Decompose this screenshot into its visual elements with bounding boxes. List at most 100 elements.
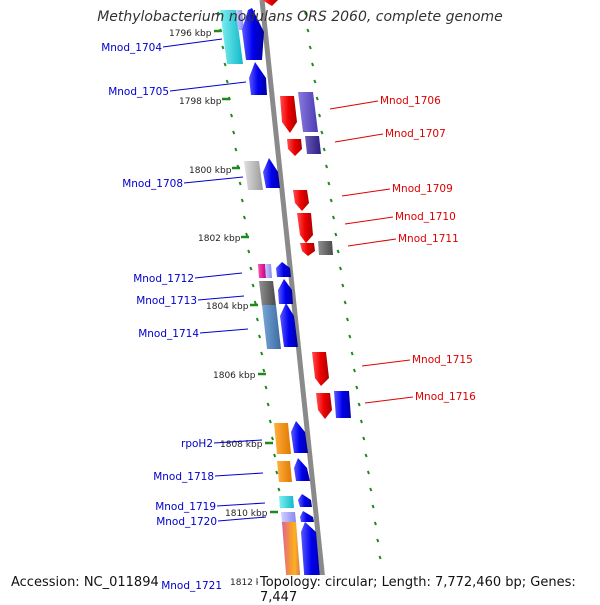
track-tick bbox=[336, 249, 340, 254]
track-tick bbox=[345, 317, 350, 322]
track-tick bbox=[240, 198, 244, 203]
label-leader-line bbox=[214, 472, 264, 477]
label-leader-line bbox=[217, 516, 267, 522]
gene-arrow-blue bbox=[294, 458, 310, 481]
ruler-label: 1798 kbp bbox=[179, 97, 222, 107]
ruler-label: 1802 kbp bbox=[198, 234, 241, 244]
label-leader-line bbox=[216, 502, 266, 507]
label-leader-line bbox=[169, 81, 247, 92]
gene-arrow-blue bbox=[278, 279, 293, 304]
track-tick bbox=[318, 113, 322, 118]
gene-block-blue bbox=[334, 391, 351, 418]
track-tick bbox=[247, 249, 251, 254]
track-tick bbox=[334, 232, 338, 237]
track-tick bbox=[242, 215, 246, 220]
label-leader-line bbox=[334, 133, 384, 143]
label-leader-line bbox=[329, 100, 379, 110]
gene-arrow-red bbox=[297, 213, 313, 243]
gene-arrow-red bbox=[262, 0, 278, 6]
track-tick bbox=[313, 79, 317, 84]
track-tick bbox=[273, 453, 277, 458]
track-tick bbox=[217, 11, 221, 16]
track-tick bbox=[255, 317, 259, 322]
gene-label-mnod-1706[interactable]: Mnod_1706 bbox=[380, 95, 441, 107]
label-leader-line bbox=[364, 396, 414, 404]
gene-block-darkgray bbox=[318, 241, 333, 255]
gene-label-mnod-1707[interactable]: Mnod_1707 bbox=[385, 128, 446, 140]
gene-label-mnod-1708[interactable]: Mnod_1708 bbox=[122, 178, 183, 190]
gene-arrow-blue bbox=[298, 494, 312, 507]
gene-block-cyan bbox=[279, 496, 294, 508]
gene-label-mnod-1712[interactable]: Mnod_1712 bbox=[133, 273, 194, 285]
track-tick bbox=[232, 130, 236, 135]
gene-label-mnod-1718[interactable]: Mnod_1718 bbox=[153, 471, 214, 483]
ruler-label: 1806 kbp bbox=[213, 371, 256, 381]
gene-arrow-red bbox=[287, 139, 302, 156]
gene-block-purple bbox=[298, 92, 318, 132]
gene-arrow-blue bbox=[242, 8, 264, 60]
gene-label-mnod-1720[interactable]: Mnod_1720 bbox=[156, 516, 217, 528]
gene-block-cyan bbox=[220, 10, 243, 64]
gene-block-darkgray bbox=[259, 281, 276, 306]
gene-arrow-blue bbox=[280, 303, 298, 347]
gene-label-mnod-1711[interactable]: Mnod_1711 bbox=[398, 233, 459, 245]
track-tick bbox=[320, 130, 324, 135]
genome-backbone bbox=[259, 0, 328, 600]
genome-summary-text: Topology: circular; Length: 7,772,460 bp… bbox=[258, 575, 600, 605]
track-tick bbox=[264, 385, 268, 390]
label-leader-line bbox=[194, 272, 243, 279]
track-tick bbox=[373, 521, 377, 526]
track-tick bbox=[364, 453, 368, 458]
track-tick bbox=[369, 487, 373, 492]
tick-track-right bbox=[304, 11, 382, 560]
gene-label-mnod-1715[interactable]: Mnod_1715 bbox=[412, 354, 473, 366]
track-tick bbox=[270, 436, 275, 441]
gene-label-mnod-1713[interactable]: Mnod_1713 bbox=[136, 295, 197, 307]
gene-arrow-blue bbox=[249, 62, 267, 95]
track-tick bbox=[277, 487, 281, 492]
gene-block-lavender bbox=[236, 10, 244, 30]
track-tick bbox=[315, 96, 319, 101]
gene-arrow-red bbox=[312, 352, 329, 386]
map-title: Methylobacterium nodulans ORS 2060, comp… bbox=[97, 9, 503, 25]
track-tick bbox=[251, 283, 255, 288]
track-tick bbox=[245, 232, 249, 237]
gene-arrow-blue bbox=[291, 421, 308, 453]
gene-arrow-red bbox=[300, 243, 315, 256]
left-gene-labels: Mnod_1704 Mnod_1705 Mnod_1708 Mnod_1712 … bbox=[101, 38, 267, 592]
gene-label-mnod-1719[interactable]: Mnod_1719 bbox=[155, 501, 216, 513]
right-gene-blocks bbox=[262, 0, 351, 419]
ruler-label: 1810 kbp bbox=[225, 509, 268, 519]
gene-label-mnod-1704[interactable]: Mnod_1704 bbox=[101, 42, 162, 54]
label-leader-line bbox=[199, 328, 249, 334]
label-leader-line bbox=[341, 188, 391, 197]
track-tick bbox=[376, 538, 380, 543]
gene-block-orange bbox=[274, 423, 291, 454]
ruler-label: 1800 kbp bbox=[189, 166, 232, 176]
label-leader-line bbox=[162, 38, 223, 48]
track-tick bbox=[249, 266, 253, 271]
track-tick bbox=[355, 385, 359, 390]
gene-label-mnod-1709[interactable]: Mnod_1709 bbox=[392, 183, 453, 195]
ruler-label: 1804 kbp bbox=[206, 302, 249, 312]
track-tick bbox=[221, 45, 225, 50]
track-tick bbox=[253, 300, 257, 305]
gene-arrow-blue bbox=[276, 262, 291, 277]
gene-block-orange bbox=[277, 461, 292, 482]
track-tick bbox=[366, 470, 370, 475]
gene-label-mnod-1705[interactable]: Mnod_1705 bbox=[108, 86, 169, 98]
gene-label-mnod-1716[interactable]: Mnod_1716 bbox=[415, 391, 476, 403]
track-tick bbox=[371, 504, 375, 509]
label-leader-line bbox=[183, 176, 244, 184]
gene-arrow-blue bbox=[300, 511, 314, 522]
track-tick bbox=[234, 147, 238, 152]
gene-block-magenta bbox=[258, 264, 266, 278]
gene-label-mnod-1710[interactable]: Mnod_1710 bbox=[395, 211, 456, 223]
ruler-label: 1796 kbp bbox=[169, 29, 212, 39]
track-tick bbox=[331, 215, 336, 220]
gene-label-mnod-1714[interactable]: Mnod_1714 bbox=[138, 328, 199, 340]
track-tick bbox=[338, 266, 343, 271]
gene-label-rpoh2[interactable]: rpoH2 bbox=[181, 438, 213, 450]
gene-label-mnod-1721[interactable]: Mnod_1721 bbox=[161, 580, 222, 592]
